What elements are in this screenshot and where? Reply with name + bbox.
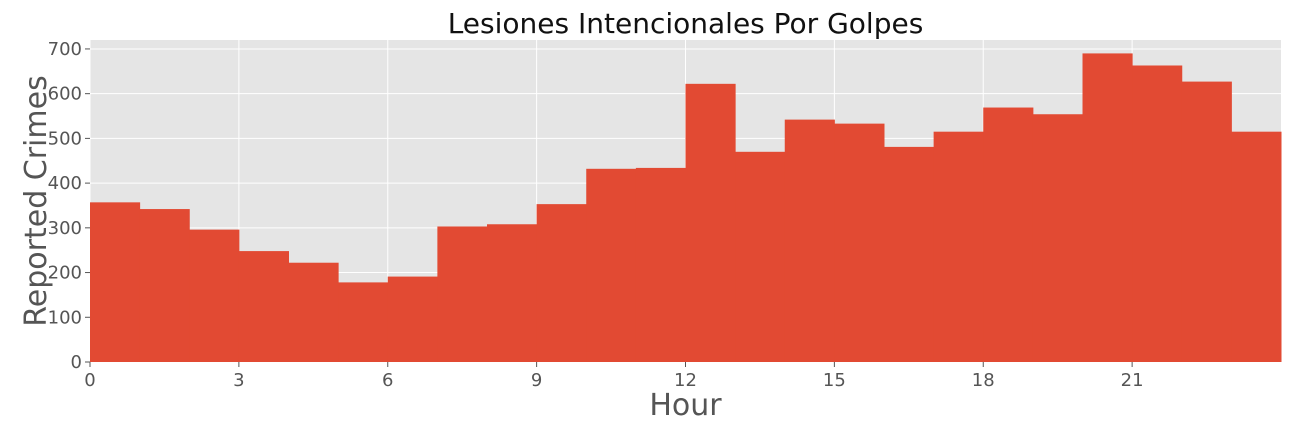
y-tick-label: 100 xyxy=(48,307,82,328)
x-tick-label: 9 xyxy=(531,370,542,391)
x-tick-label: 3 xyxy=(233,370,244,391)
x-tick-label: 15 xyxy=(823,370,846,391)
bar-hour-14 xyxy=(784,119,835,362)
y-tick-label: 0 xyxy=(71,352,82,373)
y-tick-label: 200 xyxy=(48,263,82,284)
y-tick-label: 500 xyxy=(48,128,82,149)
bar-hour-19 xyxy=(1032,114,1083,362)
bar-hour-13 xyxy=(735,151,786,362)
bar-hour-0 xyxy=(90,202,141,362)
bar-hour-17 xyxy=(933,131,984,362)
x-tick-label: 0 xyxy=(84,370,95,391)
y-tick-label: 300 xyxy=(48,218,82,239)
x-tick-label: 12 xyxy=(674,370,697,391)
bar-hour-4 xyxy=(288,262,339,362)
y-tick-label: 600 xyxy=(48,84,82,105)
bar-hour-22 xyxy=(1181,81,1232,362)
y-axis-label: Reported Crimes xyxy=(19,75,54,326)
bar-hour-2 xyxy=(189,229,240,362)
bar-hour-10 xyxy=(586,168,637,362)
bars xyxy=(90,53,1282,363)
bar-hour-18 xyxy=(983,107,1034,363)
bar-hour-16 xyxy=(884,146,935,362)
bar-hour-1 xyxy=(139,209,190,362)
y-axis-ticks: 0 100 200 300 400 500 600 700 xyxy=(48,39,90,373)
x-axis-label: Hour xyxy=(649,388,722,423)
bar-hour-9 xyxy=(536,204,587,362)
bar-hour-20 xyxy=(1082,53,1133,363)
x-tick-label: 18 xyxy=(972,370,995,391)
y-tick-label: 700 xyxy=(48,39,82,60)
bar-hour-7 xyxy=(437,226,488,362)
bar-hour-3 xyxy=(238,251,289,362)
bar-hour-12 xyxy=(685,83,736,363)
bar-hour-11 xyxy=(635,167,686,362)
bar-hour-8 xyxy=(487,224,538,362)
y-tick-label: 400 xyxy=(48,173,82,194)
x-axis-ticks: 0 3 6 9 12 15 18 21 xyxy=(84,362,1144,391)
x-tick-label: 6 xyxy=(382,370,393,391)
bar-hour-23 xyxy=(1231,131,1282,362)
x-tick-label: 21 xyxy=(1121,370,1144,391)
chart-title: Lesiones Intencionales Por Golpes xyxy=(448,7,924,40)
bar-hour-21 xyxy=(1132,65,1183,362)
bar-hour-5 xyxy=(338,282,389,362)
bar-hour-6 xyxy=(387,276,438,362)
bar-hour-15 xyxy=(834,123,885,362)
